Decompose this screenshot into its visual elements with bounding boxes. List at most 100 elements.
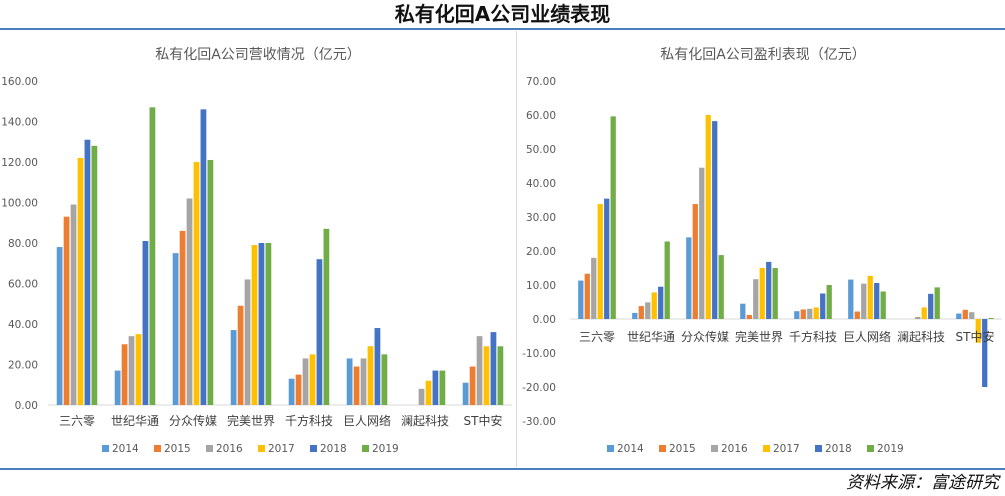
- category-label: 千方科技: [285, 413, 333, 428]
- legend-label: 2017: [268, 443, 295, 455]
- bar: [497, 346, 504, 405]
- bar: [490, 332, 497, 405]
- y-tick-label: 70.00: [526, 76, 556, 88]
- bar: [638, 306, 644, 319]
- bar: [121, 344, 128, 405]
- bar: [207, 159, 214, 405]
- category-label: 世纪华通: [627, 330, 675, 344]
- legend-label: 2019: [877, 443, 904, 455]
- y-tick-label: 30.00: [526, 212, 556, 224]
- y-tick-label: 40.00: [8, 319, 38, 331]
- bar: [179, 230, 186, 405]
- bar: [597, 204, 603, 319]
- legend-label: 2018: [320, 443, 347, 455]
- bar: [975, 319, 981, 343]
- bar: [982, 319, 988, 387]
- bar: [578, 280, 584, 319]
- bar: [718, 255, 724, 319]
- bar: [928, 293, 934, 319]
- bar: [934, 287, 940, 319]
- legend-swatch: [763, 445, 770, 452]
- bar: [258, 243, 265, 405]
- bar: [962, 309, 968, 319]
- bar: [77, 157, 84, 405]
- bar: [56, 247, 63, 405]
- bar: [772, 268, 778, 319]
- bar: [591, 257, 597, 319]
- bar: [265, 243, 272, 405]
- title-rule: [0, 28, 1005, 30]
- bar: [295, 374, 302, 405]
- bar: [360, 358, 367, 405]
- y-tick-label: -20.00: [522, 382, 556, 394]
- legend-label: 2016: [721, 443, 748, 455]
- bar: [114, 370, 121, 405]
- bar: [374, 328, 381, 405]
- bar: [664, 241, 670, 319]
- bar: [418, 388, 425, 405]
- category-label: ST中安: [956, 329, 995, 344]
- bar: [880, 291, 886, 319]
- bar: [604, 198, 610, 319]
- bar: [584, 273, 590, 319]
- bar: [251, 245, 258, 405]
- category-label: 澜起科技: [401, 414, 449, 428]
- legend-swatch: [258, 445, 265, 452]
- bar: [244, 279, 251, 405]
- page-title: 私有化回A公司业绩表现: [394, 2, 611, 26]
- y-tick-label: 120.00: [1, 157, 38, 169]
- y-tick-label: 40.00: [526, 178, 556, 190]
- bar: [142, 240, 149, 405]
- category-label: 三六零: [59, 414, 95, 428]
- bar: [186, 198, 193, 405]
- legend-label: 2014: [112, 443, 139, 455]
- panel-divider: [516, 31, 517, 467]
- bar: [476, 336, 483, 405]
- category-label: 澜起科技: [897, 330, 945, 344]
- bar: [425, 380, 432, 405]
- legend-label: 2019: [372, 443, 399, 455]
- bar: [705, 115, 711, 319]
- y-tick-label: 0.00: [15, 400, 38, 412]
- legend-label: 2017: [773, 443, 800, 455]
- bar: [230, 330, 237, 405]
- y-tick-label: 160.00: [1, 76, 38, 88]
- bar: [149, 107, 156, 405]
- legend-swatch: [659, 445, 666, 452]
- bar: [820, 293, 826, 319]
- bar: [759, 268, 765, 319]
- bar: [193, 162, 200, 405]
- bar: [651, 292, 657, 319]
- y-tick-label: 10.00: [526, 280, 556, 292]
- bar: [686, 237, 692, 319]
- bar: [848, 279, 854, 319]
- bar: [915, 316, 921, 319]
- bar: [921, 307, 927, 319]
- footer-rule: [0, 468, 1005, 470]
- bar: [70, 204, 77, 405]
- bar: [969, 312, 975, 319]
- bar: [302, 358, 309, 405]
- bar: [740, 303, 746, 319]
- y-tick-label: 50.00: [526, 144, 556, 156]
- bar: [800, 309, 806, 319]
- bar: [632, 312, 638, 319]
- bar: [826, 285, 832, 319]
- y-tick-label: 20.00: [8, 360, 38, 372]
- bar: [316, 259, 323, 405]
- legend-label: 2018: [825, 443, 852, 455]
- bar: [237, 305, 244, 405]
- profit-chart-panel: 私有化回A公司盈利表现（亿元） -30.00 -20.00 -10.00 0.00 10.…: [517, 31, 1005, 467]
- bar: [346, 358, 353, 405]
- bar: [692, 204, 698, 319]
- bar: [988, 317, 994, 319]
- y-tick-label: -10.00: [522, 348, 556, 360]
- bar: [432, 370, 439, 405]
- legend-swatch: [102, 445, 109, 452]
- bar: [874, 282, 880, 319]
- legend-swatch: [815, 445, 822, 452]
- bar: [956, 313, 962, 319]
- category-label: 巨人网络: [343, 413, 391, 428]
- bar: [807, 308, 813, 319]
- bar: [712, 121, 718, 320]
